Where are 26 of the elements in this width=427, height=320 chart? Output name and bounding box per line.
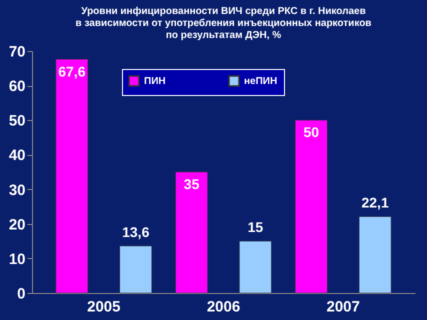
data-label: 13,6	[122, 224, 150, 240]
y-tick-label: 0	[17, 286, 26, 302]
data-label: 35	[184, 176, 200, 192]
y-tick-label: 20	[8, 216, 26, 234]
bar	[239, 240, 272, 294]
chart-title: Уровни инфицированности ВИЧ среди РКС в г. Николаев в зависимости от употребления инъекционных наркотиков по результатам ДЭН, %	[76, 6, 372, 41]
data-label: 67,6	[58, 63, 86, 80]
y-tick-label: 30	[8, 182, 26, 199]
bar	[358, 216, 392, 294]
y-tick-label: 10	[8, 250, 26, 268]
y-tick-label: 40	[8, 147, 26, 164]
x-tick-label: 2006	[206, 298, 240, 316]
y-tick-label: 50	[8, 112, 26, 130]
y-tick-label: 70	[8, 44, 26, 60]
data-label: 15	[248, 219, 264, 236]
data-label: 22,1	[361, 194, 389, 211]
bar	[120, 246, 152, 294]
legend-label: ПИН	[144, 76, 166, 87]
legend-label: неПИН	[244, 76, 278, 87]
bar	[56, 59, 88, 294]
x-tick-label: 2005	[87, 298, 120, 316]
data-label: 50	[303, 124, 320, 140]
x-tick-label: 2007	[326, 298, 360, 316]
y-tick-label: 60	[8, 78, 26, 96]
bar	[295, 120, 328, 294]
bar	[175, 172, 208, 294]
